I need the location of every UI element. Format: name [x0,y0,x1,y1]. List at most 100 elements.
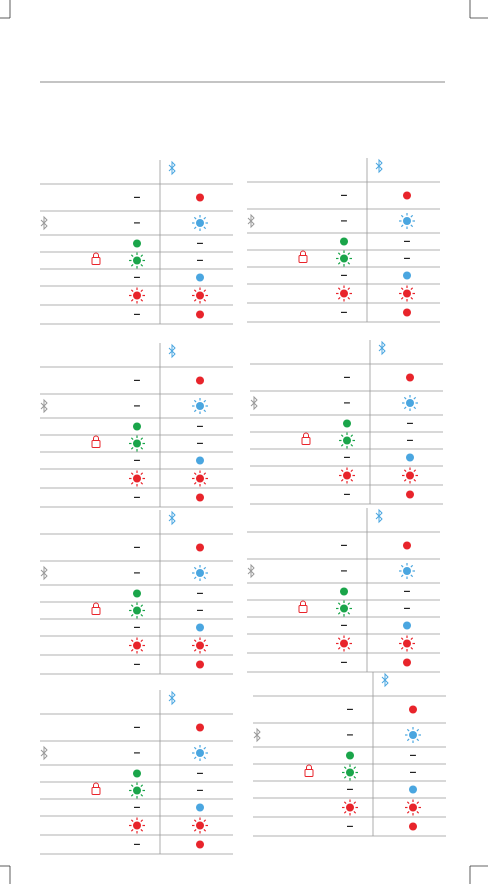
led [133,821,141,830]
status-dash: – [404,584,411,598]
bluetooth-icon [168,160,176,176]
led [340,639,348,648]
led [133,256,141,265]
led-ray [337,646,341,650]
led [406,471,414,480]
led-ray [193,639,197,643]
status-dash: – [134,453,141,467]
led [196,474,204,483]
led-ray [140,648,144,652]
status-dash: – [344,487,351,501]
led-ray [343,801,347,805]
led [196,291,204,300]
status-dash: – [134,490,141,504]
status-dash: – [344,395,351,409]
status-dash: – [134,837,141,851]
led-ray [350,434,354,438]
led-ray [193,576,197,580]
led [403,639,411,648]
led-ray [337,611,341,615]
bluetooth-icon [375,508,383,524]
led-ray [130,793,134,797]
lock-icon [91,440,101,448]
led-ray [413,406,417,410]
led [403,217,411,225]
led-ray [413,396,417,400]
led-ray [337,261,341,265]
led [196,543,204,552]
led-ray [140,289,144,293]
led-ray [347,296,351,300]
led-ray [130,289,134,293]
led [346,803,354,812]
led [346,751,354,760]
lock-icon [298,605,308,613]
led-ray [203,399,207,403]
led-ray [130,828,134,832]
led [343,436,351,445]
led-ray [343,810,347,814]
led-ray [350,469,354,473]
led-ray [140,437,144,441]
led-ray [403,406,407,410]
status-dash: – [197,603,204,617]
bluetooth-icon [381,672,389,688]
led-ray [347,261,351,265]
led-ray [130,819,134,823]
led-ray [203,226,207,230]
led [196,219,204,227]
led [196,623,204,632]
led-ray [347,646,351,650]
led-ray [140,793,144,797]
status-dash: – [410,765,417,779]
led [403,541,411,550]
bluetooth-icon [40,398,48,414]
led-ray [347,287,351,291]
led-ray [130,263,134,267]
led-ray [193,216,197,220]
led-ray [347,252,351,256]
lock-shackle [93,435,99,441]
led-ray [400,637,404,641]
led-ray [193,828,197,832]
led-ray [347,637,351,641]
led [196,641,204,650]
led [133,474,141,483]
led [406,490,414,499]
status-dash: – [134,373,141,387]
led-ray [193,756,197,760]
status-dash: – [341,305,348,319]
led [196,310,204,319]
led [340,237,348,246]
led [403,567,411,575]
led-ray [416,801,420,805]
led-ray [130,298,134,302]
led-ray [400,287,404,291]
led-ray [130,446,134,450]
led [340,289,348,298]
led-ray [193,746,197,750]
lock-shackle [93,782,99,788]
led-ray [347,611,351,615]
status-dash: – [344,450,351,464]
led-ray [410,574,414,578]
status-dash: – [404,251,411,265]
led-ray [203,648,207,652]
bluetooth-icon [247,213,255,229]
led [409,731,417,739]
led-ray [193,226,197,230]
led-ray [416,810,420,814]
led-ray [140,819,144,823]
led-ray [340,478,344,482]
led-ray [140,481,144,485]
led-ray [350,478,354,482]
led-ray [353,766,357,770]
status-dash: – [347,702,354,716]
led-ray [193,399,197,403]
status-dash: – [197,419,204,433]
status-dash: – [341,655,348,669]
status-dash: – [134,620,141,634]
led-ray [130,648,134,652]
led-ray [140,604,144,608]
led [403,271,411,280]
